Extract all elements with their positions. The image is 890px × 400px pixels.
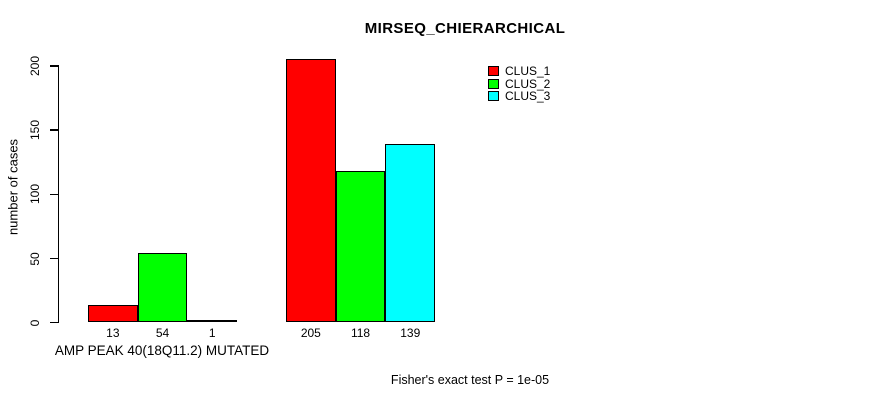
y-tick-label: 50 — [28, 251, 42, 266]
bar-value-label: 13 — [106, 326, 120, 340]
y-axis-line — [58, 65, 60, 324]
legend-item-label: CLUS_1 — [505, 64, 551, 79]
bar-value-label: 205 — [300, 326, 321, 340]
bar-group1-clus_3 — [187, 320, 238, 322]
y-tick-label: 150 — [28, 120, 42, 141]
bar-group2-clus_3 — [385, 143, 436, 322]
bar-value-label: 54 — [155, 326, 170, 340]
y-tick — [50, 65, 58, 67]
legend-item: CLUS_3 — [488, 90, 550, 103]
legend-item: CLUS_2 — [488, 78, 550, 91]
legend-item: CLUS_1 — [488, 65, 550, 78]
legend-swatch-clus_1 — [488, 66, 499, 77]
legend-swatch-clus_2 — [488, 78, 499, 89]
bar-value-label: 118 — [350, 326, 371, 340]
x-axis-label: AMP PEAK 40(18Q11.2) MUTATED — [54, 343, 270, 358]
y-tick — [50, 129, 58, 131]
y-tick — [50, 257, 58, 260]
legend-item-label: CLUS_2 — [505, 76, 551, 91]
bar-group2-clus_1 — [286, 58, 336, 322]
bar-group1-clus_2 — [137, 252, 188, 322]
chart-title: MIRSEQ_CHIERARCHICAL — [364, 20, 566, 37]
legend: CLUS_1 CLUS_2 CLUS_3 — [488, 65, 550, 103]
bar-value-label: 1 — [208, 326, 216, 340]
y-tick-label: 200 — [28, 55, 42, 76]
y-axis-label: number of cases — [5, 138, 21, 236]
y-tick — [50, 193, 58, 196]
y-tick-label: 100 — [28, 184, 42, 205]
y-tick-label: 0 — [28, 319, 42, 327]
legend-swatch-clus_3 — [488, 91, 499, 102]
legend-item-label: CLUS_3 — [505, 89, 551, 104]
footnote: Fisher's exact test P = 1e-05 — [390, 373, 550, 387]
bar-value-label: 139 — [400, 326, 421, 340]
y-tick — [50, 322, 58, 324]
bar-group1-clus_1 — [88, 305, 138, 322]
bar-group2-clus_2 — [335, 170, 386, 322]
